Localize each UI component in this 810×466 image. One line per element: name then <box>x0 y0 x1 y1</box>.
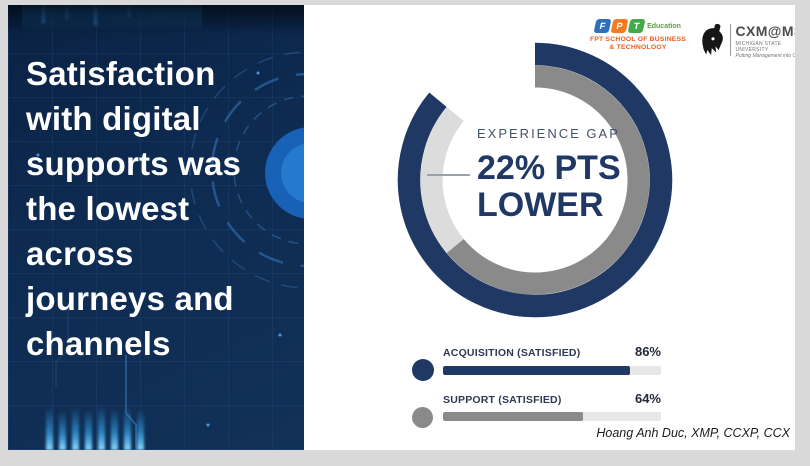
legend-row-support: SUPPORT (SATISFIED) 64% <box>443 391 661 406</box>
callout-line <box>427 174 470 176</box>
presentation-slide: Satisfaction with digital supports was t… <box>8 5 795 450</box>
headline-panel: Satisfaction with digital supports was t… <box>8 5 304 450</box>
slide-title-line: with digital <box>26 100 201 137</box>
cxm-subtitle2: Putting Management into CX <box>735 53 795 59</box>
fpt-education-logo: F P T Education FPT SCHOOL OF BUSINESS &… <box>584 19 692 52</box>
fpt-school-label: FPT SCHOOL OF BUSINESS & TECHNOLOGY <box>584 36 692 52</box>
fpt-school-line1: FPT SCHOOL OF BUSINESS <box>589 36 687 43</box>
donut-center-label: EXPERIENCE GAP <box>477 126 620 141</box>
donut-support-remainder-arc <box>420 107 464 253</box>
fpt-mark: F P T <box>593 19 646 33</box>
slide-title-line: the lowest <box>26 190 190 227</box>
legend-row-acquisition: ACQUISITION (SATISFIED) 86% <box>443 344 661 359</box>
cxm-subtitle1: MICHIGAN STATE UNIVERSITY <box>735 41 782 53</box>
donut-chart-figure: EXPERIENCE GAP 22% PTS LOWER <box>395 40 675 320</box>
fpt-mark-block: P <box>610 19 629 33</box>
donut-center-value-line2: LOWER <box>477 186 604 224</box>
cxm-msu-logo: CXM@MSU MICHIGAN STATE UNIVERSITY Puttin… <box>698 23 795 59</box>
legend-bar-fill <box>443 412 583 421</box>
legend-label: SUPPORT (SATISFIED) <box>443 394 562 406</box>
legend-bar-fill <box>443 366 631 375</box>
slide-title-line: supports was <box>26 145 242 182</box>
fpt-mark-block: F <box>593 19 612 33</box>
donut-support-arc <box>446 65 650 295</box>
slide-title-line: across <box>26 235 134 272</box>
donut-center-text: EXPERIENCE GAP 22% PTS LOWER <box>477 126 647 224</box>
donut-center-value-line1: 22% PTS <box>477 149 621 187</box>
donut-center-value: 22% PTS LOWER <box>477 150 647 224</box>
legend-value: 86% <box>634 344 661 359</box>
logo-divider <box>729 24 731 56</box>
fpt-school-line2: & TECHNOLOGY <box>609 44 667 51</box>
cxm-title: CXM@MSU <box>735 23 795 39</box>
slide-title-line: channels <box>26 325 171 362</box>
slide-title: Satisfaction with digital supports was t… <box>26 51 241 366</box>
slide-title-line: journeys and <box>26 280 234 317</box>
donut-chart <box>397 42 673 318</box>
fpt-mark-block: T <box>627 19 646 33</box>
legend-value: 64% <box>634 391 661 406</box>
legend-label: ACQUISITION (SATISFIED) <box>443 347 581 359</box>
spartan-helmet-icon <box>702 23 723 55</box>
legend-bullet <box>412 359 434 381</box>
fpt-education-label: Education <box>647 22 681 30</box>
legend-bullet <box>412 407 433 428</box>
slide-title-line: Satisfaction <box>26 55 216 92</box>
legend-bar-track <box>443 366 661 375</box>
donut-acquisition-arc <box>397 42 673 318</box>
author-credit: Hoang Anh Duc, XMP, CCXP, CCX <box>596 426 790 440</box>
logo-header: F P T Education FPT SCHOOL OF BUSINESS &… <box>8 5 795 75</box>
legend-bar-track <box>443 412 661 421</box>
